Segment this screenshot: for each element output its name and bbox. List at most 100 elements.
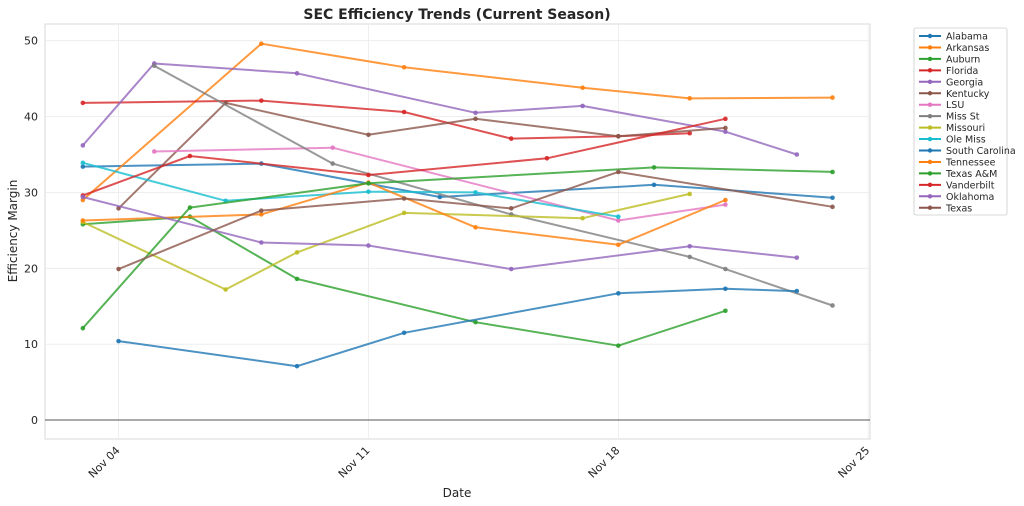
data-point-missouri — [401, 210, 407, 216]
data-point-florida — [80, 100, 86, 106]
data-point-alabama — [437, 194, 443, 200]
data-point-alabama — [830, 195, 835, 201]
legend-item-florida: Florida — [919, 66, 978, 77]
data-point-lsu — [151, 149, 157, 154]
legend-item-alabama: Alabama — [919, 32, 988, 43]
legend-item-miss-st: Miss St — [919, 112, 980, 123]
data-point-arkansas — [687, 96, 693, 101]
data-point-miss-st — [723, 266, 728, 272]
legend-item-oklahoma: Oklahoma — [919, 192, 994, 203]
data-point-oklahoma — [794, 255, 800, 260]
legend-marker — [927, 148, 933, 153]
series-layer — [80, 41, 835, 369]
series-vanderbilt — [80, 116, 728, 198]
legend-marker — [927, 91, 933, 96]
legend-frame — [913, 27, 1008, 216]
data-point-texas — [830, 204, 835, 210]
data-point-georgia — [723, 129, 728, 135]
data-point-auburn — [723, 308, 728, 314]
legend-label: Missouri — [946, 123, 985, 134]
legend-label: Florida — [946, 66, 978, 77]
data-point-south-carolina — [294, 363, 300, 369]
x-tick-labels: Nov 04 Nov 11 Nov 18 Nov 25 — [86, 444, 872, 481]
data-point-lsu — [330, 145, 336, 150]
data-point-ole-miss — [473, 190, 478, 195]
legend-marker — [927, 194, 933, 199]
legend-item-kentucky: Kentucky — [919, 89, 990, 100]
data-point-texas-a-m — [830, 169, 835, 175]
data-point-texas — [508, 206, 514, 211]
data-point-texas-a-m — [187, 205, 193, 210]
data-point-missouri — [294, 250, 300, 255]
data-point-texas-a-m — [80, 325, 86, 331]
x-tick-label: Nov 04 — [86, 444, 123, 481]
legend-marker — [927, 56, 933, 62]
series-line-south-carolina — [118, 287, 797, 368]
series-line-tennessee — [82, 181, 726, 246]
legend-label: Oklahoma — [946, 192, 994, 203]
series-line-miss-st — [153, 64, 833, 307]
legend-marker — [927, 33, 933, 39]
data-point-auburn — [294, 276, 300, 282]
data-point-vanderbilt — [723, 116, 728, 122]
legend-label: Tennessee — [945, 157, 996, 168]
legend-item-arkansas: Arkansas — [919, 43, 989, 54]
series-south-carolina — [116, 286, 800, 369]
series-line-oklahoma — [82, 196, 797, 271]
legend-item-texas-a-m: Texas A&M — [919, 169, 997, 180]
data-point-arkansas — [401, 64, 407, 70]
data-point-missouri — [223, 287, 228, 292]
series-kentucky — [116, 100, 728, 211]
legend-label: Texas — [945, 203, 972, 214]
series-tennessee — [80, 180, 728, 248]
legend-item-texas: Texas — [919, 203, 972, 214]
data-point-georgia — [294, 71, 300, 76]
legend-label: Georgia — [946, 77, 983, 88]
legend-marker — [927, 205, 933, 210]
data-point-texas-a-m — [366, 181, 371, 186]
data-point-arkansas — [259, 41, 264, 47]
data-point-arkansas — [830, 95, 835, 100]
data-point-florida — [401, 109, 407, 115]
legend-marker — [927, 102, 933, 107]
legend-label: Auburn — [946, 54, 980, 65]
data-point-missouri — [580, 215, 585, 221]
data-point-south-carolina — [116, 338, 121, 344]
data-point-florida — [508, 136, 514, 141]
x-tick-label: Nov 25 — [836, 444, 873, 481]
y-axis-label: Efficiency Margin — [6, 180, 20, 283]
data-point-missouri — [687, 191, 693, 197]
series-texas — [116, 169, 835, 272]
legend-marker — [927, 113, 933, 119]
legend-marker — [927, 182, 933, 188]
data-point-florida — [687, 130, 693, 136]
data-point-georgia — [473, 110, 478, 116]
data-point-georgia — [580, 103, 585, 109]
y-tick-label: 10 — [24, 338, 38, 351]
x-axis-label: Date — [443, 486, 472, 500]
data-point-texas — [401, 196, 407, 201]
y-tick-label: 20 — [24, 262, 38, 275]
data-point-arkansas — [580, 85, 585, 91]
y-tick-label: 50 — [24, 35, 38, 48]
data-point-south-carolina — [794, 288, 800, 294]
chart-title: SEC Efficiency Trends (Current Season) — [303, 7, 610, 23]
data-point-texas — [259, 208, 264, 213]
legend-item-missouri: Missouri — [919, 123, 985, 134]
legend-label: Arkansas — [946, 43, 989, 54]
legend-label: Ole Miss — [946, 135, 986, 146]
legend-item-ole-miss: Ole Miss — [919, 135, 986, 146]
data-point-miss-st — [830, 303, 835, 308]
data-point-florida — [259, 98, 264, 103]
legend-marker — [927, 125, 933, 130]
data-point-tennessee — [80, 218, 86, 223]
data-point-ole-miss — [616, 214, 621, 220]
data-point-oklahoma — [259, 240, 264, 245]
data-point-ole-miss — [366, 189, 371, 194]
data-point-auburn — [616, 343, 621, 348]
data-point-texas — [616, 169, 621, 175]
data-point-texas-a-m — [651, 165, 657, 170]
legend-label: Vanderbilt — [946, 180, 995, 191]
data-point-kentucky — [473, 116, 478, 122]
